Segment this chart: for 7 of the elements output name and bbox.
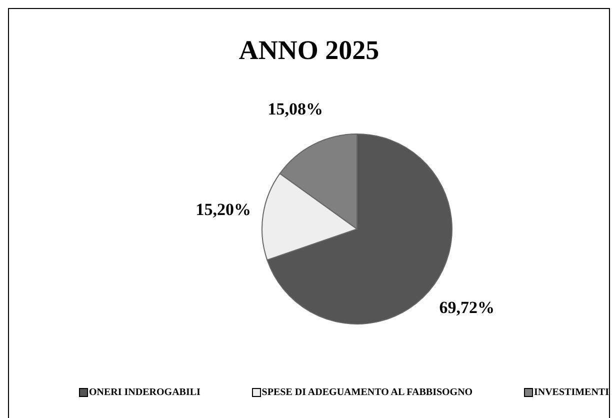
data-label: 15,20% — [196, 200, 252, 219]
legend-label: INVESTIMENTI — [532, 387, 609, 398]
legend-label: SPESE DI ADEGUAMENTO AL FABBISOGNO — [260, 387, 473, 398]
legend-label: ONERI INDEROGABILI — [88, 387, 200, 398]
data-label: 15,08% — [268, 99, 324, 118]
data-label: 69,72% — [439, 298, 495, 317]
chart-title: ANNO 2025 — [238, 35, 380, 67]
